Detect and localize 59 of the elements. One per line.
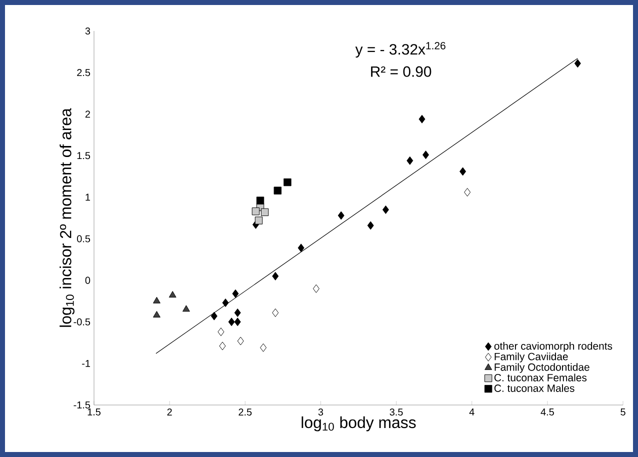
x-tick-label: 4	[469, 408, 474, 416]
point	[272, 308, 279, 317]
point	[153, 296, 160, 304]
point	[574, 59, 581, 68]
point	[284, 178, 292, 186]
point	[382, 205, 389, 214]
point	[182, 305, 190, 312]
point	[460, 167, 466, 176]
x-tick-label: 3.5	[390, 408, 403, 416]
y-tick-label: 1	[86, 194, 90, 201]
annotation: y = - 3.32x$^{1.26}$	[355, 42, 446, 58]
point	[237, 336, 244, 346]
y-tick-label: -0.5	[74, 318, 90, 326]
point	[260, 343, 267, 352]
x-tick-label: 3	[318, 408, 324, 416]
x-axis-title: log$_{10}$ body mass	[302, 416, 416, 432]
annotation: R² = 0.90	[371, 66, 432, 77]
point	[422, 150, 430, 160]
x-tick-label: 2	[167, 408, 172, 416]
y-tick-label: 3	[85, 27, 90, 35]
x-tick-label: 5	[620, 408, 626, 416]
point	[312, 284, 320, 293]
point	[418, 114, 426, 124]
legend-label: Family Caviidae	[494, 352, 568, 362]
point	[219, 342, 226, 350]
legend-label: Family Octodontidae	[494, 363, 590, 373]
legend-label: C. tuconax Females	[494, 374, 587, 382]
point	[338, 211, 344, 220]
point	[210, 312, 218, 320]
point	[274, 186, 282, 194]
x-tick-label: 2.5	[238, 408, 252, 416]
point	[222, 298, 229, 308]
point	[228, 318, 235, 326]
point	[272, 272, 279, 280]
point	[234, 308, 241, 317]
legend-label: C. tuconax Males	[494, 384, 574, 392]
point	[234, 318, 241, 326]
point	[260, 208, 269, 216]
y-tick-label: -1	[82, 360, 90, 367]
y-tick-label: 0.5	[77, 235, 90, 242]
point	[406, 156, 414, 165]
point	[232, 289, 239, 298]
point	[218, 328, 224, 336]
y-tick-label: 0	[85, 276, 90, 284]
y-tick-label: 1.5	[77, 152, 90, 160]
y-tick-label: 2	[85, 110, 90, 118]
point	[464, 188, 471, 196]
point	[252, 208, 260, 216]
point	[168, 291, 176, 298]
point	[153, 310, 160, 318]
legend-label: other caviomorph rodents	[494, 342, 612, 352]
x-tick-label: 4.5	[540, 408, 554, 416]
point	[298, 244, 304, 252]
y-axis-title: log$_{10}$ incisor 2º moment of area	[60, 108, 74, 327]
y-tick-label: 2.5	[77, 69, 90, 76]
point	[256, 196, 264, 204]
point	[367, 221, 374, 230]
y-tick-label: -1.5	[74, 402, 90, 408]
point	[254, 216, 263, 224]
